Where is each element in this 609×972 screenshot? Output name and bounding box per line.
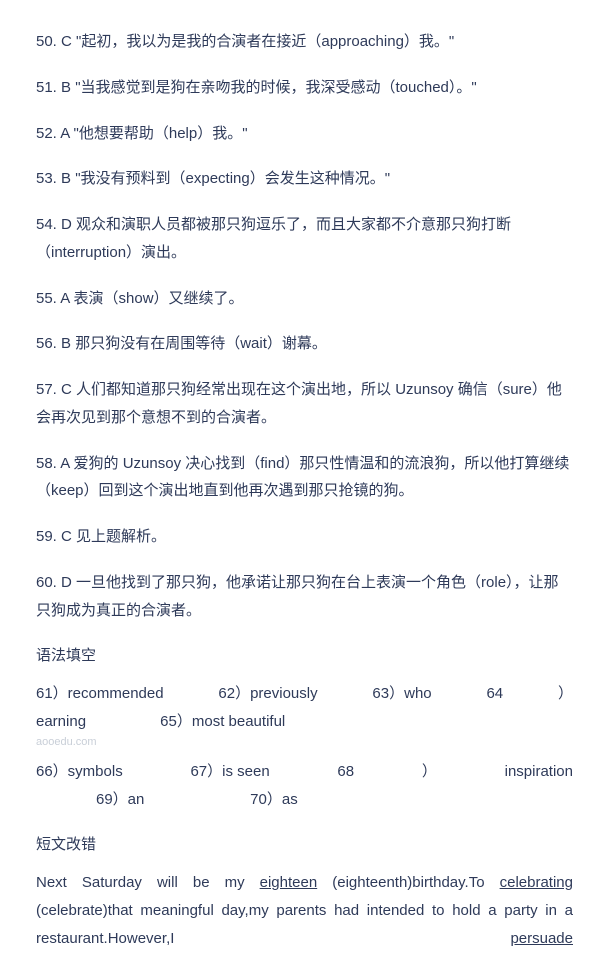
answer-item-59: 59. C 见上题解析。 — [36, 523, 573, 551]
grammar-69: 69）an — [96, 786, 246, 814]
essay-underline-celebrating: celebrating — [500, 874, 573, 891]
answer-item-50: 50. C "起初，我以为是我的合演者在接近（approaching）我。" — [36, 28, 573, 56]
essay-text-2: (eighteenth)birthday.To — [317, 874, 499, 891]
answer-item-51: 51. B "当我感觉到是狗在亲吻我的时候，我深受感动（touched）。" — [36, 74, 573, 102]
grammar-64-num: 64 — [486, 680, 503, 708]
essay-text-3: (celebrate)that meaningful day,my parent… — [36, 902, 573, 947]
answer-item-52: 52. A "他想要帮助（help）我。" — [36, 120, 573, 148]
essay-underline-eighteen: eighteen — [260, 874, 318, 891]
grammar-63: 63）who — [372, 680, 431, 708]
answer-item-53: 53. B "我没有预料到（expecting）会发生这种情况。" — [36, 165, 573, 193]
grammar-row-3: 66）symbols 67）is seen 68 ） inspiration — [36, 758, 573, 786]
grammar-62: 62）previously — [218, 680, 317, 708]
essay-underline-persuade: persuade — [510, 930, 573, 947]
answer-item-55: 55. A 表演（show）又继续了。 — [36, 285, 573, 313]
answer-item-56: 56. B 那只狗没有在周围等待（wait）谢幕。 — [36, 330, 573, 358]
grammar-fill-block: 61）recommended 62）previously 63）who 64 ）… — [36, 680, 573, 813]
grammar-64-paren: ） — [558, 680, 573, 708]
grammar-61: 61）recommended — [36, 680, 164, 708]
grammar-row-1: 61）recommended 62）previously 63）who 64 ） — [36, 680, 573, 708]
document-page: 50. C "起初，我以为是我的合演者在接近（approaching）我。" 5… — [0, 0, 609, 972]
essay-paragraph: Next Saturday will be my eighteen (eight… — [36, 869, 573, 952]
grammar-68-word: inspiration — [505, 758, 573, 786]
grammar-65: 65）most beautiful — [160, 713, 285, 730]
essay-section-title: 短文改错 — [36, 831, 573, 859]
grammar-66: 66）symbols — [36, 758, 123, 786]
grammar-row-4: 69）an 70）as — [36, 786, 573, 814]
grammar-68-num: 68 — [337, 758, 354, 786]
essay-text-1: Next Saturday will be my — [36, 874, 260, 891]
grammar-section-title: 语法填空 — [36, 642, 573, 670]
grammar-70: 70）as — [250, 791, 298, 808]
answer-item-54: 54. D 观众和演职人员都被那只狗逗乐了，而且大家都不介意那只狗打断（inte… — [36, 211, 573, 267]
answer-item-58: 58. A 爱狗的 Uzunsoy 决心找到（find）那只性情温和的流浪狗，所… — [36, 450, 573, 506]
grammar-67: 67）is seen — [190, 758, 269, 786]
grammar-68-paren: ） — [422, 758, 437, 786]
answer-item-60: 60. D 一旦他找到了那只狗，他承诺让那只狗在台上表演一个角色（role），让… — [36, 569, 573, 625]
answer-item-57: 57. C 人们都知道那只狗经常出现在这个演出地，所以 Uzunsoy 确信（s… — [36, 376, 573, 432]
